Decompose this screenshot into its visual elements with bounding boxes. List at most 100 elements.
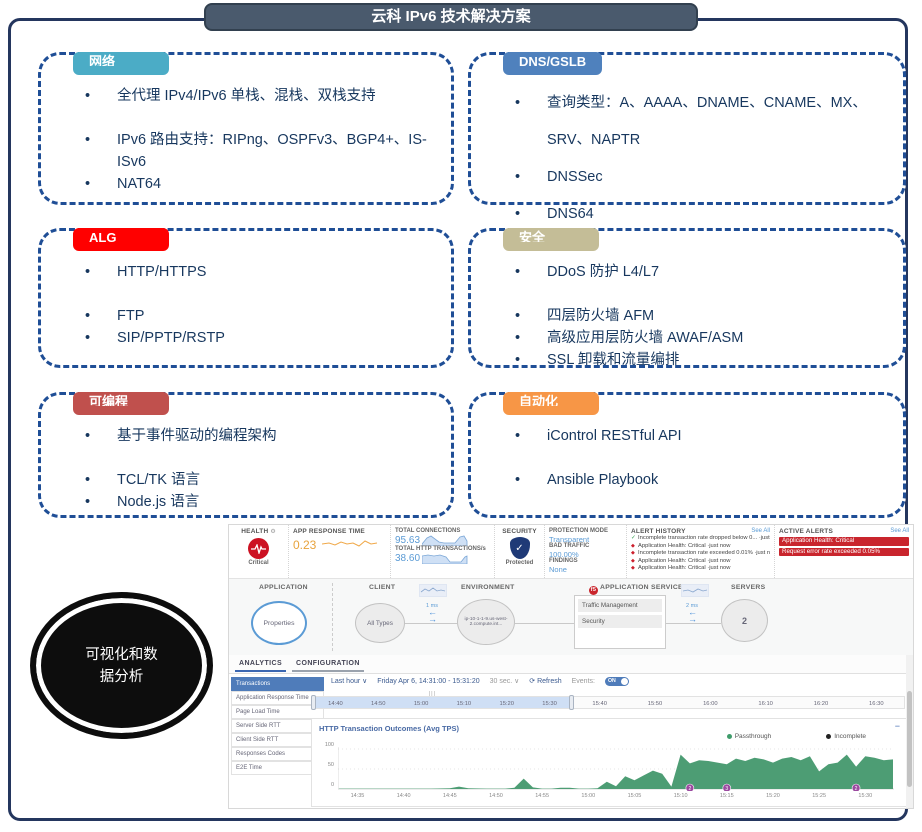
service-row[interactable]: Traffic Management xyxy=(578,599,662,612)
protection-mode-value: Transparent xyxy=(549,534,590,544)
environment-label: ENVIRONMENT xyxy=(461,584,515,591)
feature-box-tab: 网络 xyxy=(73,52,169,75)
security-label: SECURITY xyxy=(502,528,537,535)
tab-analytics[interactable]: ANALYTICS xyxy=(235,655,287,672)
alert-history-see-all[interactable]: See All xyxy=(751,528,770,534)
timeline-left-handle[interactable] xyxy=(311,695,316,710)
feature-item: SSL 卸载和流量编排 xyxy=(513,349,895,371)
timeline-selected-range[interactable]: 14:40 14:50 15:00 15:10 15:20 15:30 xyxy=(314,697,572,708)
health-status: Critical xyxy=(248,560,269,566)
scrollbar-thumb[interactable] xyxy=(907,691,912,787)
totals-panel: TOTAL CONNECTIONS 95.63 TOTAL HTTP TRANS… xyxy=(391,525,495,578)
active-alert-banner[interactable]: Application Health: Critical xyxy=(779,537,909,546)
feature-box-tab: 可编程 xyxy=(73,392,169,415)
findings-label: FINDINGS xyxy=(549,558,578,564)
timeline[interactable]: ||| 14:40 14:50 15:00 15:10 15:20 15:30 15:40… xyxy=(311,691,907,713)
service-row[interactable]: Security xyxy=(578,615,662,628)
app-response-value: 0.23 xyxy=(293,538,317,552)
events-label: Events: xyxy=(571,677,595,685)
alert-diamond-icon: ◆ xyxy=(631,550,635,557)
servers-node[interactable]: 2 xyxy=(721,599,768,642)
feature-box-tab: 安全 xyxy=(503,228,599,251)
x-axis-tick: 14:35 xyxy=(350,793,365,799)
feature-item: 全代理 IPv4/IPv6 单栈、混栈、双栈支持 xyxy=(83,85,443,107)
event-marker[interactable] xyxy=(722,783,732,791)
event-marker[interactable] xyxy=(851,783,861,791)
total-connections-sparkline xyxy=(422,535,468,546)
feature-box: DNS/GSLB 查询类型：A、AAAA、DNAME、CNAME、MX、SRV、N… xyxy=(468,52,906,233)
legend-item[interactable]: Passthrough xyxy=(726,733,771,740)
interval-dropdown[interactable]: 30 sec. ∨ xyxy=(489,678,520,685)
dashboard-tabs: ANALYTICS CONFIGURATION xyxy=(229,655,913,674)
left-arrow-icon: ← xyxy=(688,607,697,617)
dashboard-scrollbar[interactable] xyxy=(906,655,913,808)
right-arrow-icon: → xyxy=(688,614,697,624)
tab-configuration[interactable]: CONFIGURATION xyxy=(292,655,364,672)
timeline-band[interactable]: 14:40 14:50 15:00 15:10 15:20 15:30 15:40 15:5… xyxy=(313,696,905,709)
legend-item[interactable]: Incomplete xyxy=(826,733,866,740)
total-http-sparkline xyxy=(422,554,468,564)
feature-item: NAT64 xyxy=(83,173,443,195)
timeline-rest-range[interactable]: 15:40 15:50 16:00 16:10 16:20 16:30 xyxy=(572,697,904,708)
sidebar-item[interactable]: Server Side RTT xyxy=(231,719,324,733)
application-node[interactable]: Properties xyxy=(251,601,307,645)
client-node[interactable]: All Types xyxy=(355,603,405,643)
feature-item: 基于事件驱动的编程架构 xyxy=(83,425,443,447)
refresh-icon: ⟳ xyxy=(529,678,536,685)
alert-history-item[interactable]: ◆ Application Health: Critical ·just now xyxy=(631,565,731,572)
client-env-link xyxy=(405,623,457,624)
timeline-tick: 15:00 xyxy=(413,701,429,707)
svg-text:2: 2 xyxy=(855,786,858,791)
x-axis-tick: 14:50 xyxy=(489,793,503,799)
feature-box: 安全 DDoS 防护 L4/L7 四层防火墙 AFM高级应用层防火墙 AWAF/AS… xyxy=(468,228,906,371)
total-http-label: TOTAL HTTP TRANSACTIONS/s xyxy=(395,546,486,552)
legend-dot xyxy=(826,734,832,739)
sidebar-item[interactable]: Transactions xyxy=(231,677,324,691)
active-alert-banner[interactable]: Request error rate exceeded 0.05% xyxy=(779,547,909,556)
feature-box-tab-label: 安全 xyxy=(519,230,546,242)
alert-history-item[interactable]: ◆ Incomplete transaction rate exceeded 0.… xyxy=(631,550,770,557)
feature-box-tab-label: 自动化 xyxy=(519,394,559,406)
gear-icon[interactable]: ⚙ xyxy=(270,529,276,535)
range-dropdown[interactable]: Last hour ∨ xyxy=(331,678,368,685)
feature-box-tab-label: ALG xyxy=(89,230,117,242)
x-axis-tick: 15:15 xyxy=(719,793,734,799)
findings-value: None xyxy=(549,564,567,574)
oval-label-line2: 据分析 xyxy=(99,668,144,685)
feature-item: TCL/TK 语言 xyxy=(83,469,443,491)
timeline-grip[interactable]: ||| xyxy=(429,691,436,697)
collapse-chart-icon[interactable]: − xyxy=(894,721,900,731)
alert-history-item[interactable]: ◆ Application Health: Critical ·just now xyxy=(631,542,731,549)
active-alerts-see-all[interactable]: See All xyxy=(890,528,909,534)
time-controls: Last hour ∨ Friday Apr 6, 14:31:00 - 15:… xyxy=(331,673,907,689)
timeline-right-handle[interactable] xyxy=(569,695,574,710)
x-axis-tick: 15:05 xyxy=(627,793,642,799)
feature-list: 查询类型：A、AAAA、DNAME、CNAME、MX、SRV、NAPTRDNSS… xyxy=(513,85,895,233)
feature-box-tab: 自动化 xyxy=(503,392,599,415)
x-axis-tick: 15:00 xyxy=(581,793,596,799)
refresh-button[interactable]: ⟳ Refresh xyxy=(529,678,562,685)
timeline-tick: 15:30 xyxy=(542,701,557,707)
heartbeat-icon xyxy=(248,538,269,559)
x-axis-tick: 14:55 xyxy=(535,793,550,799)
right-arrow-icon: → xyxy=(428,614,437,624)
feature-box: ALG HTTP/HTTPS FTPSIP/PPTP/RSTP xyxy=(38,228,454,368)
y-axis-tick: 0 xyxy=(330,782,334,788)
alert-history-item[interactable]: ◆ Application Health: Critical ·just now xyxy=(631,557,731,564)
environment-node[interactable]: ip-10-1-1-9.us-west-2.compute.int... xyxy=(457,599,515,645)
alert-history-item[interactable]: ✓ Incomplete transaction rate dropped bel… xyxy=(631,535,770,541)
x-axis-ticks: 14:35 14:40 14:45 14:50 14:55 15:00 15:05 15:10… xyxy=(338,793,902,801)
feature-item: 高级应用层防火墙 AWAF/ASM xyxy=(513,327,895,349)
analytics-main: Last hour ∨ Friday Apr 6, 14:31:00 - 15:… xyxy=(311,673,907,807)
feature-box: 可编程基于事件驱动的编程架构 TCL/TK 语言Node.js 语言 xyxy=(38,392,454,518)
left-arrow-icon: ← xyxy=(428,607,437,617)
analytics-sidebar: Transactions Application Response Time Pag… xyxy=(231,677,324,775)
event-marker[interactable] xyxy=(685,783,695,791)
x-axis-tick: 14:45 xyxy=(442,793,457,799)
sidebar-item[interactable]: Client Side RTT xyxy=(231,733,324,747)
sidebar-item[interactable]: Page Load Time xyxy=(231,705,324,719)
legend-dot xyxy=(726,734,732,739)
x-axis-tick: 14:40 xyxy=(396,793,411,799)
feature-box: 自动化 iControl RESTful API Ansible Playbook xyxy=(468,392,906,518)
events-toggle[interactable]: ON xyxy=(604,676,629,686)
